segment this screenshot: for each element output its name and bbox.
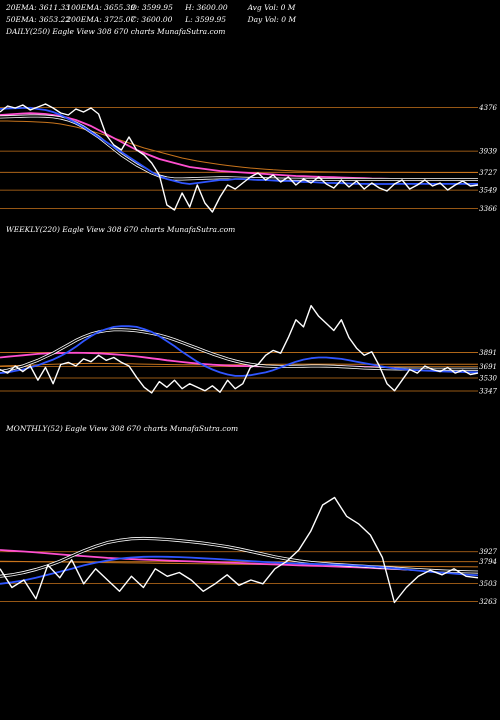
ema200-readout: 200EMA: 3725.07 bbox=[66, 15, 136, 24]
ema200-line bbox=[0, 362, 478, 367]
day-vol-readout: Day Vol: 0 M bbox=[247, 15, 297, 24]
monthly-chart: 3927 3794 3503 3263 bbox=[0, 496, 498, 606]
ema100-readout: 100EMA: 3655.39 bbox=[66, 3, 136, 12]
low-readout: L: 3599.95 bbox=[185, 15, 227, 24]
ema50-readout: 50EMA: 3653.22 bbox=[6, 15, 71, 24]
level-label-3794: 3794 bbox=[479, 558, 497, 566]
ema100-line-gap bbox=[0, 115, 478, 181]
weekly-panel-label: WEEKLY(220) Eagle View 308 670 charts Mu… bbox=[6, 225, 236, 234]
ema100-line-outer bbox=[0, 536, 479, 578]
open-readout: O: 3599.95 bbox=[130, 3, 173, 12]
level-label-3939: 3939 bbox=[479, 148, 497, 156]
level-label-3366: 3366 bbox=[479, 205, 497, 213]
level-label-3691: 3691 bbox=[479, 363, 497, 371]
header-row-2: 50EMA: 3653.22 200EMA: 3725.07 C: 3600.0… bbox=[6, 15, 296, 24]
ema20-line bbox=[0, 555, 479, 585]
daily-chart: 4376 3939 3727 3549 3366 bbox=[0, 103, 498, 213]
level-label-3347: 3347 bbox=[479, 388, 497, 396]
level-label-4376: 4376 bbox=[478, 104, 497, 112]
ema20-line bbox=[0, 106, 478, 185]
level-label-3263: 3263 bbox=[479, 598, 497, 606]
header-row-1: 20EMA: 3611.33 100EMA: 3655.39 O: 3599.9… bbox=[6, 3, 296, 12]
price-line bbox=[0, 103, 479, 213]
price-line bbox=[0, 496, 479, 604]
level-label-3727: 3727 bbox=[479, 169, 497, 177]
ema20-line bbox=[0, 325, 479, 377]
high-readout: H: 3600.00 bbox=[185, 3, 228, 12]
ema50-line bbox=[0, 112, 478, 181]
level-label-3549: 3549 bbox=[479, 187, 497, 195]
ema20-readout: 20EMA: 3611.33 bbox=[6, 3, 71, 12]
ema200-line bbox=[0, 560, 479, 568]
level-label-3503: 3503 bbox=[479, 580, 497, 588]
level-label-3530: 3530 bbox=[479, 375, 497, 383]
daily-panel-label: DAILY(250) Eagle View 308 670 charts Mun… bbox=[6, 27, 226, 36]
ema200-line bbox=[0, 120, 478, 173]
weekly-chart: 3891 3691 3530 3347 bbox=[0, 304, 498, 396]
level-label-3927: 3927 bbox=[479, 548, 497, 556]
avg-vol-readout: Avg Vol: 0 M bbox=[247, 3, 296, 12]
ema100-line-outer bbox=[0, 114, 478, 181]
close-readout: C: 3600.00 bbox=[130, 15, 173, 24]
monthly-panel-label: MONTHLY(52) Eagle View 308 670 charts Mu… bbox=[6, 424, 239, 433]
level-label-3891: 3891 bbox=[479, 349, 497, 357]
price-line bbox=[0, 304, 479, 394]
